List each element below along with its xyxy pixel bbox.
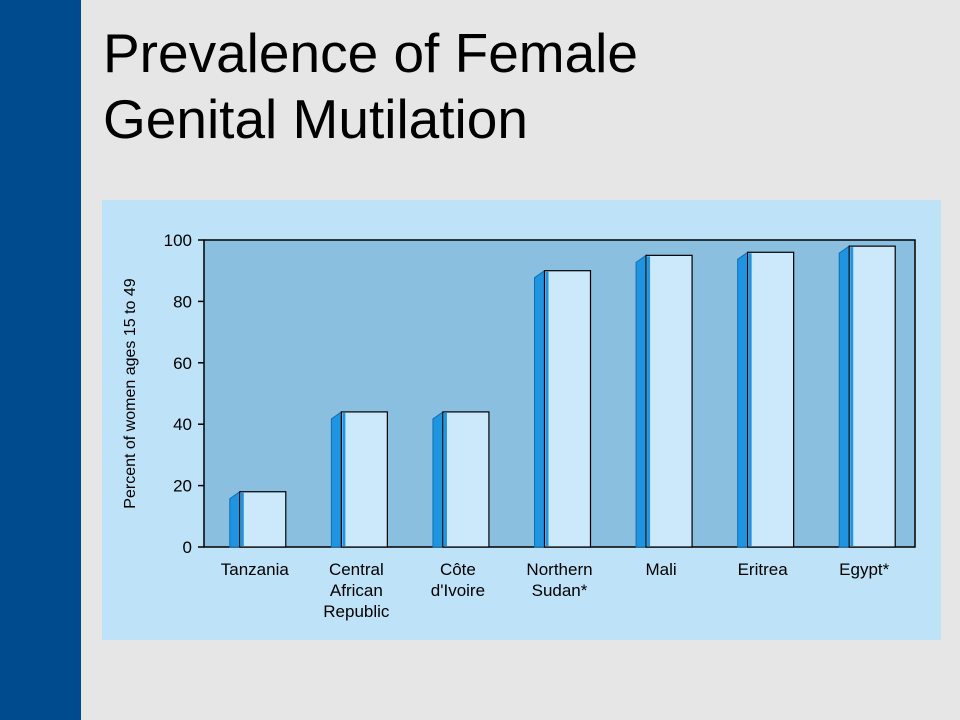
bar xyxy=(747,251,795,548)
bar-highlight xyxy=(748,253,752,546)
bar-highlight xyxy=(647,256,651,546)
chart-panel: 0 20 40 60 80 100 Percent of women ages 15 to … xyxy=(102,200,941,640)
bar xyxy=(645,254,693,548)
bar-side xyxy=(229,490,241,548)
y-tick-label: 0 xyxy=(183,538,192,557)
x-tick-label: Central African Republic xyxy=(323,560,390,621)
bar-highlight xyxy=(443,412,447,546)
slide-title-line-2: Genital Mutilation xyxy=(103,88,528,150)
bar-highlight xyxy=(545,271,549,546)
x-tick-label: Tanzania xyxy=(221,560,290,579)
bar xyxy=(239,491,287,548)
slide-title: Prevalence of Female Genital Mutilation xyxy=(103,20,923,152)
x-tick-label: Mali xyxy=(645,560,676,579)
x-tick-label: Côte d'Ivoire xyxy=(431,560,485,600)
bar xyxy=(543,270,592,548)
x-tick-label: Egypt* xyxy=(839,560,889,579)
slide-title-line-1: Prevalence of Female xyxy=(103,22,638,84)
bar xyxy=(848,245,896,548)
bar-highlight xyxy=(342,412,346,546)
y-tick-label: 20 xyxy=(173,477,192,496)
y-tick-label: 40 xyxy=(173,415,192,434)
y-tick-label: 60 xyxy=(173,354,192,373)
bar-highlight xyxy=(850,247,854,546)
y-tick-label: 80 xyxy=(173,292,192,311)
bar-side xyxy=(737,251,749,548)
y-axis-label: Percent of women ages 15 to 49 xyxy=(122,278,139,508)
side-accent-bar xyxy=(0,0,81,720)
bar xyxy=(340,411,388,548)
y-tick-label: 100 xyxy=(164,231,192,250)
bar-chart: 0 20 40 60 80 100 Percent of women ages 15 to … xyxy=(122,231,916,621)
bar-side xyxy=(330,410,342,548)
bar-side xyxy=(432,410,444,548)
x-tick-label: Eritrea xyxy=(738,560,789,579)
bar-side xyxy=(534,269,545,548)
bar xyxy=(442,411,490,548)
bar-side xyxy=(635,254,647,548)
x-tick-label: Northern Sudan* xyxy=(526,560,592,600)
bar-highlight xyxy=(240,492,244,546)
bar-side xyxy=(838,245,850,548)
